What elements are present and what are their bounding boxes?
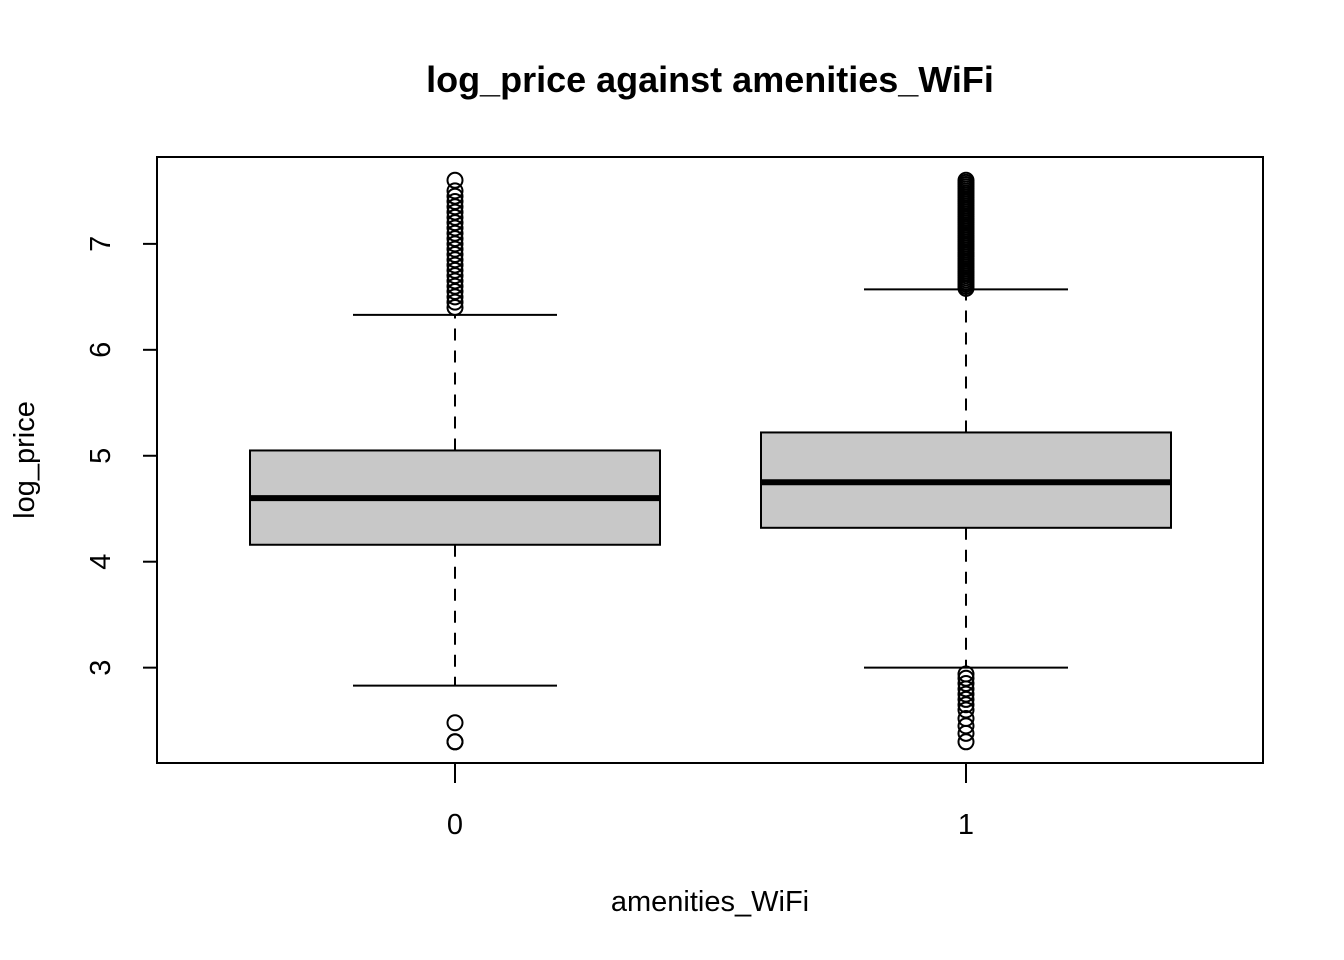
x-axis-label: amenities_WiFi [611, 886, 809, 918]
y-axis: 3 4 5 6 7 [85, 236, 157, 676]
y-axis-label: log_price [9, 401, 41, 519]
box-group-0 [249, 171, 661, 751]
outlier-point [957, 675, 975, 693]
outlier-point [446, 182, 464, 200]
y-tick-label: 7 [85, 236, 117, 252]
plot-frame [156, 156, 1264, 764]
y-tick-label: 4 [85, 554, 117, 570]
outlier-point [957, 710, 975, 728]
x-tick-label: 1 [958, 809, 974, 841]
y-tick-label: 6 [85, 342, 117, 358]
outlier-point [446, 192, 464, 210]
y-tick-label: 3 [85, 660, 117, 676]
boxes-layer [249, 171, 1172, 751]
outlier-point [957, 171, 975, 189]
outlier-point [446, 733, 464, 751]
x-tick-label: 0 [447, 809, 463, 841]
outlier-point [446, 171, 464, 189]
chart-title: log_price against amenities_WiFi [426, 59, 994, 100]
outlier-point [446, 714, 464, 732]
outlier-point [957, 669, 975, 687]
box-group-1 [760, 171, 1172, 751]
outlier-point [957, 665, 975, 683]
y-tick-label: 5 [85, 448, 117, 464]
